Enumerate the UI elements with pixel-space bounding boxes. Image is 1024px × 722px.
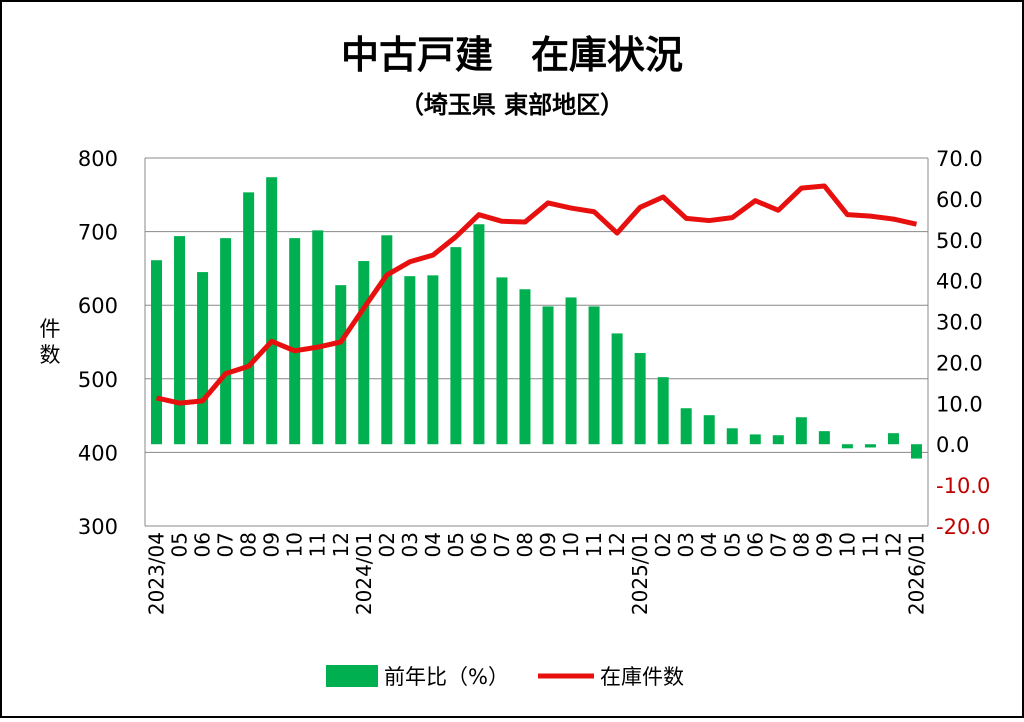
x-tick: 08 [789,532,813,557]
x-tick: 11 [582,532,606,557]
bar [727,428,738,444]
bar [174,236,185,444]
y-tick-left: 800 [78,147,118,171]
y-tick-right: 60.0 [936,188,983,212]
bar [312,230,323,444]
bar [658,377,669,444]
bar [427,275,438,444]
bar [773,435,784,444]
legend-bar-swatch [326,665,378,687]
y-tick-left: 400 [78,441,118,465]
bar [888,433,899,444]
y-tick-right: 40.0 [936,270,983,294]
x-tick: 05 [720,532,744,557]
x-tick: 10 [283,532,307,557]
bar [842,444,853,448]
bar [911,444,922,458]
bar [335,285,346,444]
x-tick: 02 [375,532,399,557]
x-tick: 09 [260,532,284,557]
x-tick: 2024/01 [352,532,376,615]
y-tick-right: 10.0 [936,392,983,416]
bar [819,431,830,444]
chart-subtitle: （埼玉県 東部地区） [400,91,624,119]
x-tick: 10 [835,532,859,557]
x-tick: 07 [766,532,790,557]
bar [589,306,600,444]
bar [566,297,577,444]
legend-line-label: 在庫件数 [600,665,684,689]
y-axis-label-char: 数 [40,343,61,367]
x-tick: 07 [214,532,238,557]
bar [704,415,715,444]
y-tick-right: 30.0 [936,311,983,335]
x-tick: 08 [513,532,537,557]
x-tick: 10 [559,532,583,557]
x-tick: 09 [812,532,836,557]
x-tick: 2023/04 [145,532,169,615]
bar [197,272,208,444]
bar [635,353,646,444]
x-tick: 03 [674,532,698,557]
bar [865,444,876,447]
y-tick-right: -10.0 [936,474,990,498]
bar [543,306,554,444]
bar [151,260,162,444]
bar [519,289,530,444]
y-axis-label-char: 件 [40,317,61,341]
legend-bar-label: 前年比（%） [384,665,509,689]
x-tick: 06 [467,532,491,557]
bar [796,417,807,444]
y-tick-left: 700 [78,221,118,245]
bar [266,177,277,444]
x-tick: 03 [398,532,422,557]
x-tick: 12 [329,532,353,557]
y-tick-left: 500 [78,368,118,392]
x-tick: 05 [168,532,192,557]
bar [404,276,415,444]
bar [358,261,369,444]
x-tick: 06 [191,532,215,557]
y-tick-right: 20.0 [936,351,983,375]
x-tick: 08 [237,532,261,557]
chart-title: 中古戸建 在庫状況 [341,33,683,77]
x-tick: 11 [306,532,330,557]
x-tick: 04 [697,532,721,557]
bar [496,277,507,444]
x-tick: 12 [881,532,905,557]
x-tick: 2025/01 [628,532,652,615]
x-tick: 05 [444,532,468,557]
x-tick: 02 [651,532,675,557]
y-tick-right: 0.0 [936,433,969,457]
x-tick: 12 [605,532,629,557]
bar [612,333,623,444]
bar [220,238,231,444]
bar [473,224,484,444]
y-tick-left: 600 [78,294,118,318]
x-tick: 2026/01 [904,532,928,615]
bar [450,247,461,444]
bar [750,434,761,444]
y-tick-right: 70.0 [936,147,983,171]
y-tick-right: 50.0 [936,229,983,253]
x-tick: 07 [490,532,514,557]
x-tick: 06 [743,532,767,557]
y-tick-right: -20.0 [936,515,990,539]
y-tick-left: 300 [78,515,118,539]
x-tick: 09 [536,532,560,557]
bar [681,408,692,444]
bar [243,192,254,444]
bar [381,235,392,444]
x-tick: 11 [858,532,882,557]
bar [289,238,300,444]
x-tick: 04 [421,532,445,557]
